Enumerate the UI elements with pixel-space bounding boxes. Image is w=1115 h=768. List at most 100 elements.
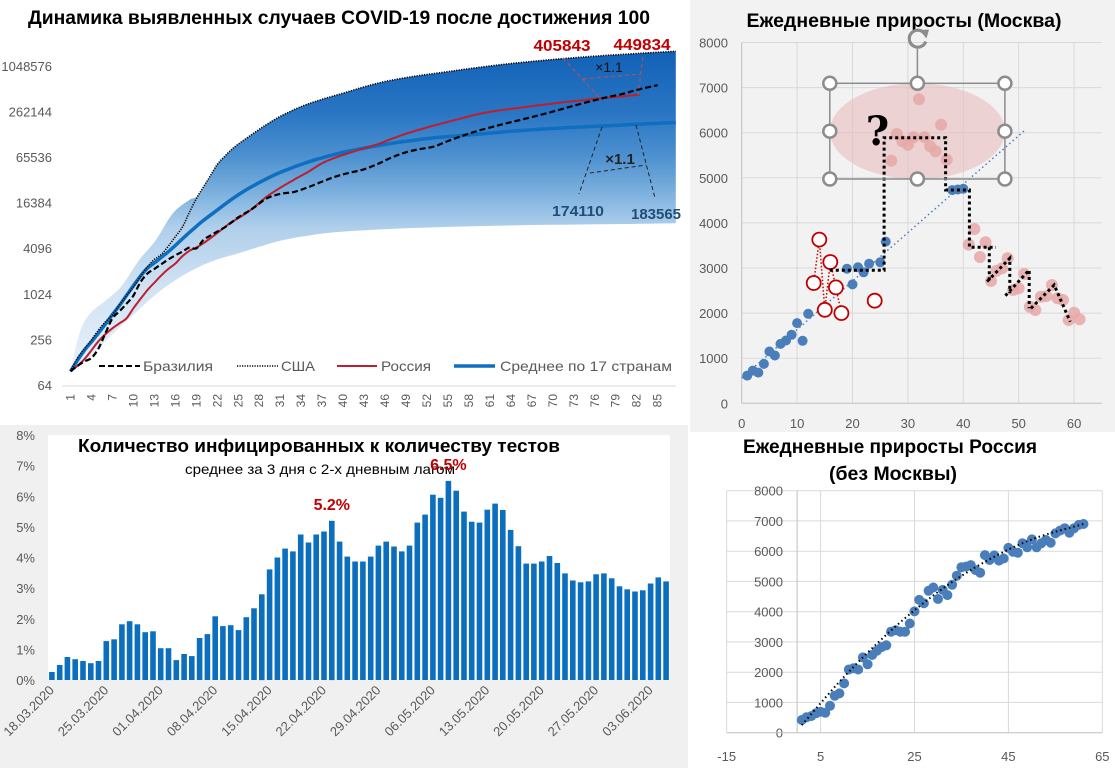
outlier-point (811, 231, 828, 248)
bar (616, 586, 623, 680)
x-tick-label: 76 (588, 394, 602, 408)
bar (430, 494, 436, 680)
data-point-later (1001, 252, 1014, 265)
bar (56, 665, 63, 680)
legend-item-brazil[interactable]: Бразилия (99, 358, 213, 374)
x-tick-label: 73 (567, 394, 581, 408)
x-tick-label: 25.03.2020 (55, 683, 112, 740)
x-tick-label: 7 (105, 394, 119, 401)
x-tick-label: 61 (483, 394, 497, 408)
chart-title: Динамика выявленных случаев COVID-19 пос… (28, 8, 650, 29)
bar (593, 574, 599, 680)
data-point-later (1040, 290, 1053, 302)
y-tick-label: 0 (721, 396, 728, 411)
resize-handle-bottom-left[interactable] (822, 171, 838, 187)
average-value-left: 174110 (552, 203, 604, 220)
bar (484, 509, 491, 680)
series-line-brazil (69, 84, 658, 373)
rotate-handle[interactable] (907, 28, 929, 49)
bar (468, 521, 475, 680)
annotation-leader-line (635, 124, 656, 199)
x-tick-label: 10 (126, 394, 140, 408)
tests-ratio-chart[interactable]: 0% 1% 2% 3% 4% 5% 6% 7% 8% 18.03.202025.03.202001… (0, 425, 688, 768)
resize-handle-top-right[interactable] (997, 75, 1013, 92)
y-tick-label: 5000 (754, 574, 783, 589)
step-line-segment (1029, 282, 1072, 323)
bar (212, 616, 218, 680)
x-tick-label: 40 (336, 394, 350, 408)
data-point-later (979, 236, 992, 249)
bar (305, 542, 312, 680)
data-point (880, 236, 891, 247)
data-point (864, 258, 875, 269)
y-tick-label: 4096 (23, 241, 52, 256)
cases-growth-chart[interactable]: Динамика выявленных случаев COVID-19 пос… (0, 0, 688, 425)
resize-handle-top[interactable] (909, 75, 926, 92)
bar (399, 551, 405, 680)
data-point (933, 594, 943, 604)
y-tick-label: 3000 (699, 261, 728, 276)
x-tick-label: 40 (956, 416, 970, 431)
moscow-daily-chart[interactable]: Ежедневные приросты (Москва) 0 1000 2000 30… (690, 0, 1115, 432)
bar (134, 624, 141, 680)
bar (235, 630, 242, 680)
data-point (975, 567, 986, 578)
moscow-daily-panel: Ежедневные приросты (Москва) 0 1000 2000 30… (690, 0, 1115, 432)
data-point (847, 279, 858, 290)
legend-item-average[interactable]: Среднее по 17 странам (454, 358, 672, 374)
shape-selection (822, 28, 1013, 187)
x-tick-label: 4 (85, 394, 99, 401)
x-tick-label: 45 (1001, 749, 1015, 764)
resize-handle-bottom-right[interactable] (997, 171, 1013, 187)
rotate-arrowhead-icon (919, 29, 929, 39)
data-point (842, 263, 852, 274)
resize-handle-right[interactable] (997, 123, 1013, 139)
bar (142, 632, 148, 680)
annotation-leader-line (637, 56, 644, 96)
y-tick-label: 8000 (754, 484, 783, 499)
bar (663, 581, 669, 680)
x-tick-label: 13 (147, 394, 161, 408)
resize-handle-top-left[interactable] (822, 75, 838, 92)
bar (282, 548, 288, 680)
bar (227, 625, 234, 680)
bar (375, 545, 382, 680)
russia-value-left: 405843 (534, 38, 591, 55)
bars (49, 480, 669, 681)
highlight-ellipse-shape[interactable] (829, 83, 1005, 180)
legend-item-russia[interactable]: Россия (337, 358, 431, 374)
data-point (786, 329, 797, 340)
bar (570, 580, 576, 680)
average-ratio-label: ×1.1 (605, 151, 635, 168)
bar (150, 631, 156, 680)
bar (500, 510, 506, 680)
russia-ex-moscow-chart[interactable]: Ежедневные приросты Россия (без Москвы) … (690, 432, 1115, 768)
x-tick-label: 19 (189, 394, 203, 408)
y-tick-label: 5% (16, 520, 35, 535)
x-tick-label: 0 (738, 416, 745, 431)
bar (95, 661, 102, 680)
y-tick-label: 2000 (699, 306, 728, 321)
bar (445, 480, 452, 680)
data-point (904, 618, 915, 629)
data-point (862, 659, 873, 670)
bar (274, 557, 281, 680)
y-tick-label: 65536 (16, 150, 52, 165)
data-point (947, 579, 958, 590)
bar (259, 594, 265, 681)
x-tick-label: 27.05.2020 (545, 683, 602, 740)
resize-handle-left[interactable] (822, 123, 838, 139)
x-tick-label: 18.03.2020 (0, 683, 57, 740)
y-tick-label: 0% (16, 673, 35, 688)
data-point (998, 553, 1009, 564)
data-point (942, 590, 953, 601)
y-tick-label: 4% (16, 551, 35, 566)
y-tick-label: 1024 (23, 287, 52, 302)
resize-handle-bottom[interactable] (909, 171, 926, 187)
x-tick-label: 65 (1095, 749, 1109, 764)
legend-item-usa[interactable]: США (237, 358, 316, 374)
y-tick-label: 4000 (754, 605, 783, 620)
plot-marks (796, 519, 1089, 726)
bar (243, 617, 250, 680)
